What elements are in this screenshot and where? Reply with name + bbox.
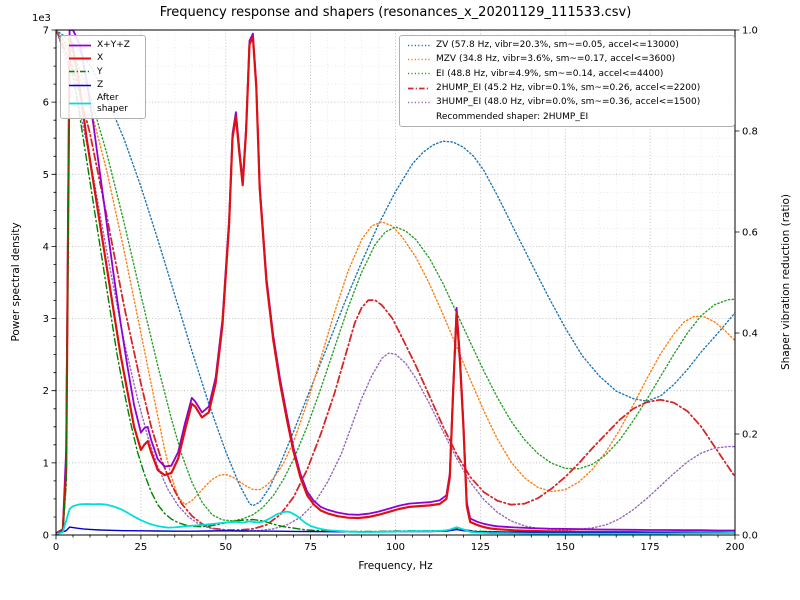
- legend-item-2hump-ei: 2HUMP_EI (45.2 Hz, vibr=0.1%, sm~=0.26, …: [407, 83, 727, 93]
- series-x-line: [56, 36, 735, 535]
- line-swatch-icon: [407, 41, 431, 50]
- legend-item-x: X: [68, 53, 138, 63]
- y-axis-label-right: Shaper vibration reduction (ratio): [780, 193, 792, 371]
- legend-label: Y: [97, 66, 103, 77]
- legend-label: 3HUMP_EI (48.0 Hz, vibr=0.0%, sm~=0.36, …: [436, 97, 701, 108]
- legend-label: EI (48.8 Hz, vibr=4.9%, sm~=0.14, accel<…: [436, 68, 664, 79]
- series-zv-57-8-hz-vibr-20-3-sm-0-05-accel-13000-line: [56, 30, 735, 507]
- y-tick-label-right: 0.4: [742, 329, 758, 340]
- series-z-line: [56, 526, 735, 535]
- legend-label: X+Y+Z: [97, 40, 130, 50]
- y-axis-label-left: Power spectral density: [10, 222, 22, 342]
- legend-psd: X+Y+Z X Y Z After shaper: [60, 35, 146, 120]
- x-tick-label: 100: [386, 542, 405, 553]
- axis-offset-text: 1e3: [32, 13, 51, 24]
- grid-minor: [56, 30, 735, 535]
- line-swatch-icon: [68, 54, 92, 63]
- x-tick-label: 150: [556, 542, 575, 553]
- line-swatch-icon: [68, 67, 92, 76]
- x-tick-label: 0: [53, 542, 59, 553]
- line-swatch-icon: [407, 55, 431, 64]
- legend-item-after-shaper: After shaper: [68, 93, 138, 114]
- legend-recommendation: Recommended shaper: 2HUMP_EI: [436, 112, 727, 122]
- legend-label: Z: [97, 80, 104, 91]
- legend-item-z: Z: [68, 80, 138, 90]
- y-tick-label-left: 6: [43, 98, 49, 109]
- series-3hump-ei-48-0-hz-vibr-0-0-sm-0-36-accel-1500-line: [56, 30, 735, 532]
- x-axis-label: Frequency, Hz: [358, 560, 433, 572]
- y-tick-label-left: 3: [43, 314, 49, 325]
- x-tick-label: 175: [641, 542, 660, 553]
- legend-label: MZV (34.8 Hz, vibr=3.6%, sm~=0.17, accel…: [436, 54, 676, 65]
- y-tick-label-left: 0: [43, 531, 49, 542]
- series-ei-48-8-hz-vibr-4-9-sm-0-14-accel-4400-line: [56, 30, 735, 522]
- line-swatch-icon: [407, 84, 431, 93]
- y-tick-label-right: 0.2: [742, 430, 758, 441]
- legend-item-zv: ZV (57.8 Hz, vibr=20.3%, sm~=0.05, accel…: [407, 40, 727, 50]
- recommendation-text: Recommended shaper: 2HUMP_EI: [436, 111, 589, 122]
- legend-shapers: ZV (57.8 Hz, vibr=20.3%, sm~=0.05, accel…: [399, 35, 735, 128]
- line-swatch-icon: [68, 81, 92, 90]
- x-tick-label: 200: [725, 542, 744, 553]
- legend-item-sum: X+Y+Z: [68, 40, 138, 50]
- legend-label: 2HUMP_EI (45.2 Hz, vibr=0.1%, sm~=0.26, …: [436, 83, 701, 94]
- line-swatch-icon: [68, 99, 92, 108]
- series-after-shaper-line: [56, 503, 735, 535]
- legend-label: After shaper: [97, 93, 128, 114]
- y-tick-label-right: 0.0: [742, 531, 758, 542]
- legend-label: X: [97, 53, 104, 64]
- legend-item-mzv: MZV (34.8 Hz, vibr=3.6%, sm~=0.17, accel…: [407, 54, 727, 64]
- legend-item-ei: EI (48.8 Hz, vibr=4.9%, sm~=0.14, accel<…: [407, 69, 727, 79]
- x-tick-label: 75: [304, 542, 317, 553]
- y-tick-label-left: 2: [43, 386, 49, 397]
- chart-title: Frequency response and shapers (resonanc…: [159, 5, 632, 20]
- line-swatch-icon: [407, 69, 431, 78]
- legend-item-y: Y: [68, 67, 138, 77]
- axis-ticks: [51, 29, 740, 540]
- y-tick-label-right: 0.8: [742, 127, 758, 138]
- line-swatch-icon: [407, 98, 431, 107]
- x-tick-label: 25: [135, 542, 148, 553]
- series-2hump-ei-45-2-hz-vibr-0-1-sm-0-26-accel-2200-line: [56, 30, 735, 531]
- legend-item-3hump-ei: 3HUMP_EI (48.0 Hz, vibr=0.0%, sm~=0.36, …: [407, 97, 727, 107]
- line-swatch-icon: [68, 41, 92, 50]
- y-tick-label-left: 1: [43, 458, 49, 469]
- y-tick-label-left: 4: [43, 242, 49, 253]
- x-tick-label: 50: [219, 542, 232, 553]
- y-tick-label-right: 0.6: [742, 228, 758, 239]
- legend-label: ZV (57.8 Hz, vibr=20.3%, sm~=0.05, accel…: [436, 40, 679, 50]
- y-tick-label-right: 1.0: [742, 26, 758, 37]
- x-tick-label: 125: [471, 542, 490, 553]
- y-tick-label-left: 5: [43, 170, 49, 181]
- y-tick-label-left: 7: [43, 26, 49, 37]
